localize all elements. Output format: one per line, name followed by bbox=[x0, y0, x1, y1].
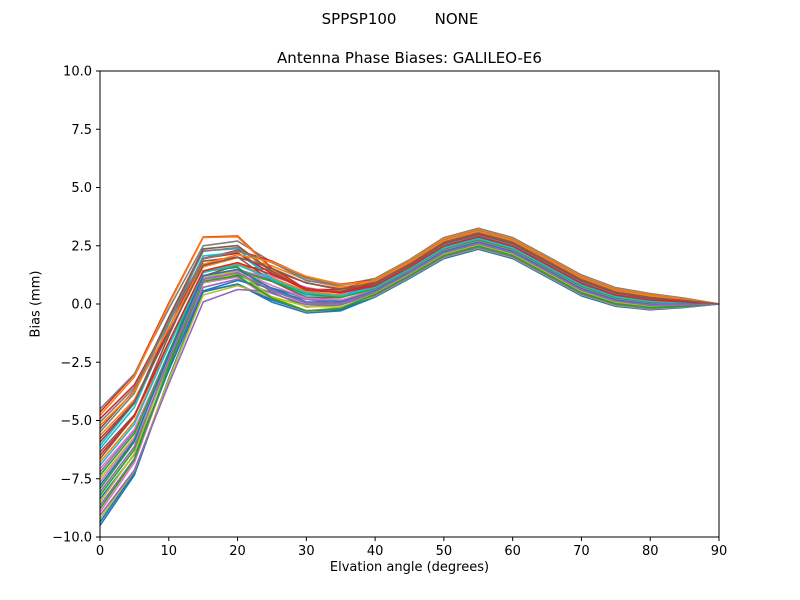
x-tick-label: 60 bbox=[504, 544, 521, 559]
series-line bbox=[99, 228, 720, 417]
series-line bbox=[99, 235, 720, 456]
series-line bbox=[99, 230, 720, 427]
y-tick-label: −5.0 bbox=[60, 414, 92, 429]
x-tick-label: 80 bbox=[642, 544, 659, 559]
y-tick-label: 2.5 bbox=[71, 239, 92, 254]
x-tick-label: 10 bbox=[161, 544, 178, 559]
y-tick-label: −10.0 bbox=[52, 531, 92, 546]
series-line bbox=[99, 232, 720, 440]
figure-suptitle: SPPSP100 NONE bbox=[321, 10, 479, 28]
axes-frame bbox=[99, 70, 720, 538]
series-lines bbox=[99, 227, 720, 526]
x-tick-label: 40 bbox=[367, 544, 384, 559]
x-axis-label: Elvation angle (degrees) bbox=[329, 560, 490, 575]
x-tick-label: 20 bbox=[229, 544, 246, 559]
series-line bbox=[99, 243, 720, 496]
series-line bbox=[99, 241, 720, 486]
series-line bbox=[99, 227, 720, 410]
x-tick-label: 30 bbox=[298, 544, 315, 559]
x-tick-label: 50 bbox=[436, 544, 453, 559]
y-tick-label: 5.0 bbox=[71, 181, 92, 196]
series-line bbox=[99, 234, 720, 450]
x-tick-label: 0 bbox=[96, 544, 104, 559]
axis-ticks: 0 10 20 30 40 50 60 70 80 90 −10.0 −7.5 −5.0 −2.5 0.0 2… bbox=[52, 65, 727, 560]
chart-title: Antenna Phase Biases: GALILEO-E6 bbox=[277, 49, 542, 67]
y-tick-label: 0.0 bbox=[71, 298, 92, 313]
y-tick-label: 10.0 bbox=[63, 65, 92, 80]
series-line bbox=[99, 247, 720, 520]
x-tick-label: 70 bbox=[573, 544, 590, 559]
y-tick-label: −2.5 bbox=[60, 356, 92, 371]
series-line bbox=[99, 246, 720, 516]
x-tick-label: 90 bbox=[711, 544, 728, 559]
y-tick-label: −7.5 bbox=[60, 472, 92, 487]
y-tick-label: 7.5 bbox=[71, 123, 92, 138]
series-line bbox=[99, 242, 720, 493]
